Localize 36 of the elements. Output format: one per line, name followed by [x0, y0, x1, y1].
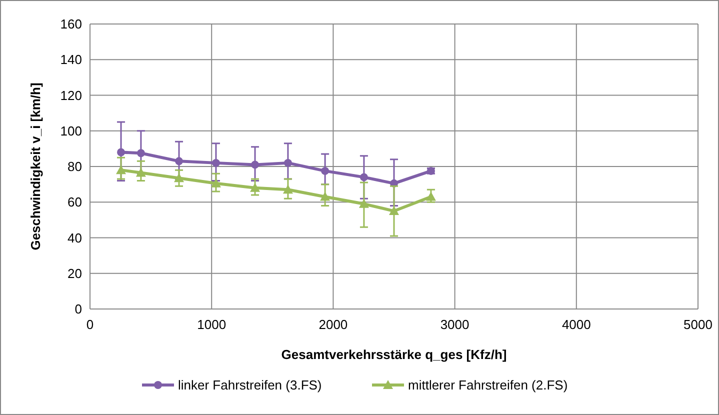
point — [358, 198, 369, 208]
y-tick-label: 140 — [60, 52, 82, 68]
y-tick-label: 100 — [60, 123, 82, 138]
x-tick-label: 1000 — [197, 317, 226, 332]
x-tick-label: 2000 — [318, 317, 348, 332]
y-tick-label: 20 — [68, 266, 82, 281]
point — [175, 157, 184, 166]
point — [321, 166, 330, 175]
x-tick-label: 5000 — [684, 317, 712, 332]
point — [210, 178, 221, 188]
y-tick-label: 80 — [68, 159, 82, 174]
point — [282, 184, 293, 194]
point — [117, 148, 126, 156]
point — [389, 206, 399, 216]
x-tick-label: 4000 — [562, 317, 591, 332]
legend-label: linker Fahrstreifen (3.FS) — [178, 378, 322, 393]
x-tick-label: 0 — [86, 317, 94, 332]
y-tick-label: 160 — [60, 16, 82, 32]
x-tick-label: 3000 — [440, 317, 470, 332]
point — [284, 158, 292, 167]
point — [251, 160, 260, 169]
point — [360, 173, 368, 182]
y-axis-title: Geschwindigkeit v_i [km/h] — [28, 82, 43, 250]
point — [320, 192, 330, 201]
point — [116, 165, 126, 174]
legend-label: mittlerer Fahrstreifen (2.FS) — [408, 378, 568, 393]
y-tick-label: 40 — [68, 230, 82, 246]
point — [136, 168, 146, 177]
point — [136, 149, 145, 158]
x-axis-title: Gesamtverkehrsstärke q_ges [Kfz/h] — [281, 347, 507, 362]
point — [174, 173, 184, 182]
y-tick-label: 120 — [60, 88, 82, 103]
point — [212, 158, 220, 167]
y-tick-label: 60 — [68, 194, 82, 210]
point — [250, 182, 260, 192]
y-tick-label: 0 — [74, 302, 82, 317]
